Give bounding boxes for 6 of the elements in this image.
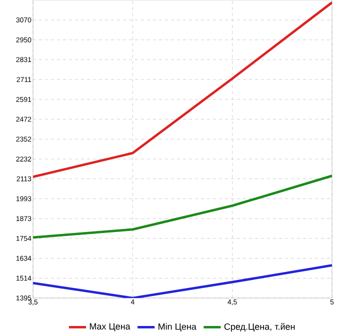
legend-label: Сред.Цена, т.йен (224, 323, 295, 332)
line-series (33, 174, 332, 239)
line-series (33, 264, 332, 298)
line-series (33, 1, 332, 178)
legend-label: Max Цена (90, 323, 130, 332)
legend-label: Min Цена (158, 323, 196, 332)
